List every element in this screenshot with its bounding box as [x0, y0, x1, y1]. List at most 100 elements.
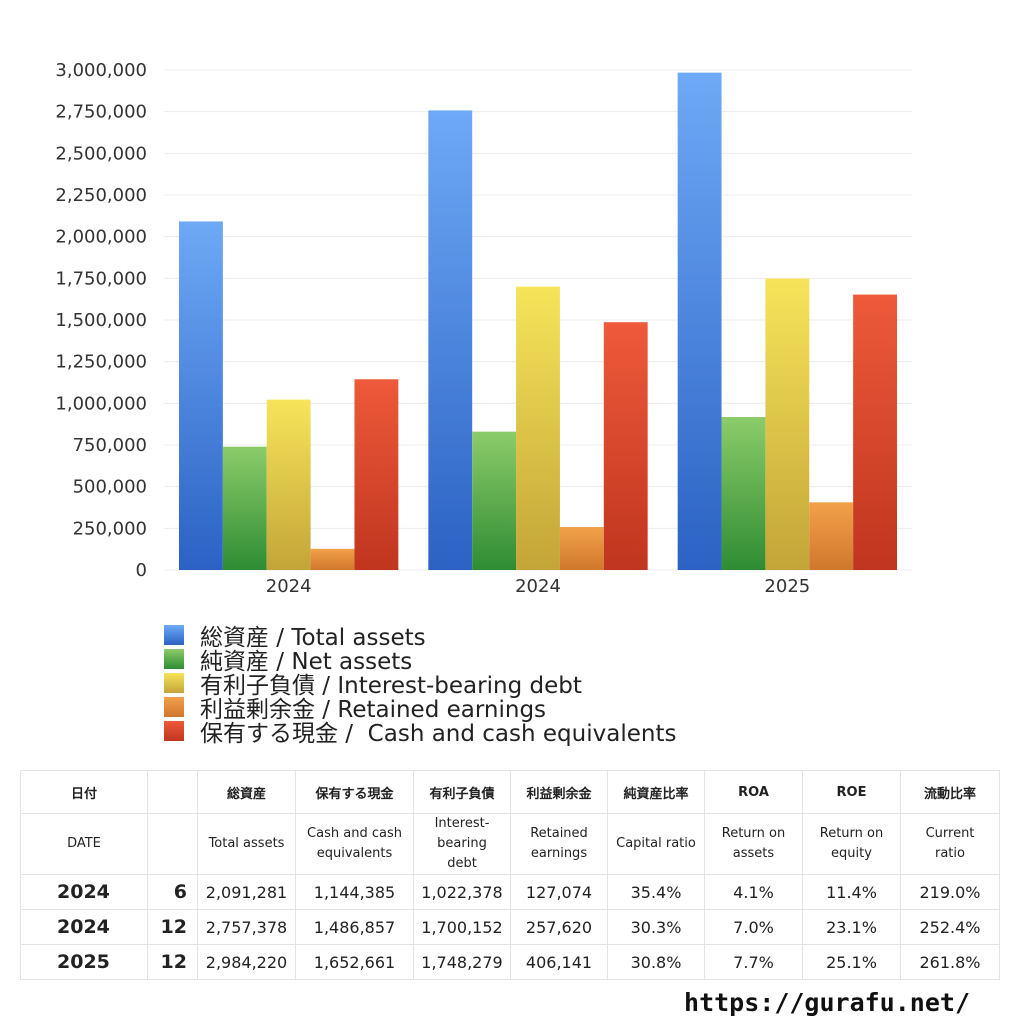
legend: 総資産 / Total assets 純資産 / Net assets 有利子負債 …	[164, 623, 676, 747]
table-cell: Current ratio	[900, 813, 1000, 875]
legend-item: 純資産 / Net assets	[164, 647, 676, 675]
x-tick-label: 2025	[764, 576, 810, 597]
table-cell: 30.3%	[607, 909, 705, 945]
table-row: 2024 6 2,091,281 1,144,385 1,022,378 127,074 3…	[20, 874, 1000, 910]
table-cell: 1,652,661	[295, 944, 414, 980]
table-cell: 利益剰余金	[510, 770, 608, 814]
table-row: 2025 12 2,984,220 1,652,661 1,748,279 406,141…	[20, 944, 1000, 980]
table-cell: 7.7%	[704, 944, 803, 980]
bars	[179, 72, 897, 570]
bar	[765, 278, 810, 570]
table-cell: Return on assets	[704, 813, 803, 875]
table-cell: 流動比率	[900, 770, 1000, 814]
y-tick-label: 1,500,000	[55, 310, 147, 331]
x-tick-label: 2024	[515, 576, 561, 597]
table-cell: 30.8%	[607, 944, 705, 980]
legend-item: 利益剰余金 / Retained earnings	[164, 695, 676, 723]
legend-label: 有利子負債 / Interest-bearing debt	[200, 673, 582, 699]
table-cell: 11.4%	[802, 874, 901, 910]
table-cell: 2,757,378	[197, 909, 296, 945]
table-cell: 261.8%	[900, 944, 1000, 980]
legend-item: 有利子負債 / Interest-bearing debt	[164, 671, 676, 699]
y-tick-label: 2,000,000	[55, 227, 147, 248]
table-row: DATE Total assets Cash and cash equivalent…	[20, 813, 1000, 875]
table-cell	[147, 813, 198, 875]
bar	[428, 110, 473, 570]
table-cell: 7.0%	[704, 909, 803, 945]
table-row: 2024 12 2,757,378 1,486,857 1,700,152 257,620…	[20, 909, 1000, 945]
table-cell: 406,141	[510, 944, 608, 980]
y-tick-label: 250,000	[73, 518, 147, 539]
table-cell: 1,700,152	[413, 909, 511, 945]
x-tick-label: 2024	[266, 576, 312, 597]
legend-swatch	[164, 625, 184, 645]
table-cell: Capital ratio	[607, 813, 705, 875]
y-tick-label: 2,250,000	[55, 185, 147, 206]
legend-label: 保有する現金 / Cash and cash equivalents	[200, 721, 677, 747]
table-cell: 25.1%	[802, 944, 901, 980]
y-tick-label: 1,750,000	[55, 268, 147, 289]
legend-label: 総資産 / Total assets	[200, 625, 426, 651]
bar-chart: 0 250,000 500,000 750,000 1,000,000 1,250,000…	[55, 60, 912, 597]
x-axis-ticks: 2024 2024 2025	[266, 576, 810, 597]
table-cell: 219.0%	[900, 874, 1000, 910]
legend-item: 総資産 / Total assets	[164, 623, 676, 651]
legend-label: 利益剰余金 / Retained earnings	[200, 697, 547, 723]
legend-swatch	[164, 697, 184, 717]
table-cell: 23.1%	[802, 909, 901, 945]
table-cell: 純資産比率	[607, 770, 705, 814]
y-tick-label: 0	[136, 560, 147, 581]
bar	[603, 322, 648, 570]
bar	[853, 294, 897, 570]
table-cell: DATE	[20, 813, 148, 875]
table-cell: 2,091,281	[197, 874, 296, 910]
legend-label: 純資産 / Net assets	[200, 649, 413, 675]
y-tick-label: 3,000,000	[55, 60, 147, 81]
table-row: 日付 総資産 保有する現金 有利子負債 利益剰余金 純資産比率 ROA ROE 流動比率	[20, 770, 1000, 814]
table-cell: Interest- bearing debt	[413, 813, 511, 875]
bar	[179, 221, 223, 570]
table-cell: 12	[147, 909, 198, 945]
table-cell: 257,620	[510, 909, 608, 945]
table-cell: 2024	[20, 909, 148, 945]
table-cell: Total assets	[197, 813, 296, 875]
legend-swatch	[164, 721, 184, 741]
table-cell: 2,984,220	[197, 944, 296, 980]
table-cell: 6	[147, 874, 198, 910]
bar	[222, 446, 267, 570]
table-cell: 2024	[20, 874, 148, 910]
table-cell: 252.4%	[900, 909, 1000, 945]
y-tick-label: 2,750,000	[55, 102, 147, 123]
y-axis-ticks: 0 250,000 500,000 750,000 1,000,000 1,250,000…	[55, 60, 147, 581]
table-cell: 2025	[20, 944, 148, 980]
bar	[310, 548, 355, 570]
table-cell: 4.1%	[704, 874, 803, 910]
y-tick-label: 2,500,000	[55, 143, 147, 164]
table-cell: 有利子負債	[413, 770, 511, 814]
legend-item: 保有する現金 / Cash and cash equivalents	[164, 719, 676, 747]
table-cell: 総資産	[197, 770, 296, 814]
bar	[809, 502, 854, 570]
y-tick-label: 1,250,000	[55, 352, 147, 373]
y-tick-label: 1,000,000	[55, 393, 147, 414]
y-tick-label: 500,000	[73, 477, 147, 498]
y-tick-label: 750,000	[73, 435, 147, 456]
bar	[721, 417, 766, 570]
data-table: 日付 総資産 保有する現金 有利子負債 利益剰余金 純資産比率 ROA ROE 流動比率 DATE…	[20, 770, 1000, 980]
table-cell: Cash and cash equivalents	[295, 813, 414, 875]
bar	[559, 527, 604, 570]
footer-url[interactable]: https://gurafu.net/	[684, 988, 970, 1017]
table-cell: 35.4%	[607, 874, 705, 910]
table-cell: 12	[147, 944, 198, 980]
table-cell: 127,074	[510, 874, 608, 910]
bar	[677, 72, 722, 570]
table-cell: 1,144,385	[295, 874, 414, 910]
bar	[472, 431, 517, 570]
table-cell: 1,748,279	[413, 944, 511, 980]
legend-swatch	[164, 673, 184, 693]
table-cell: 1,022,378	[413, 874, 511, 910]
table-cell: Retained earnings	[510, 813, 608, 875]
table-cell: 日付	[20, 770, 148, 814]
bar	[266, 399, 311, 570]
table-cell: ROE	[802, 770, 901, 814]
